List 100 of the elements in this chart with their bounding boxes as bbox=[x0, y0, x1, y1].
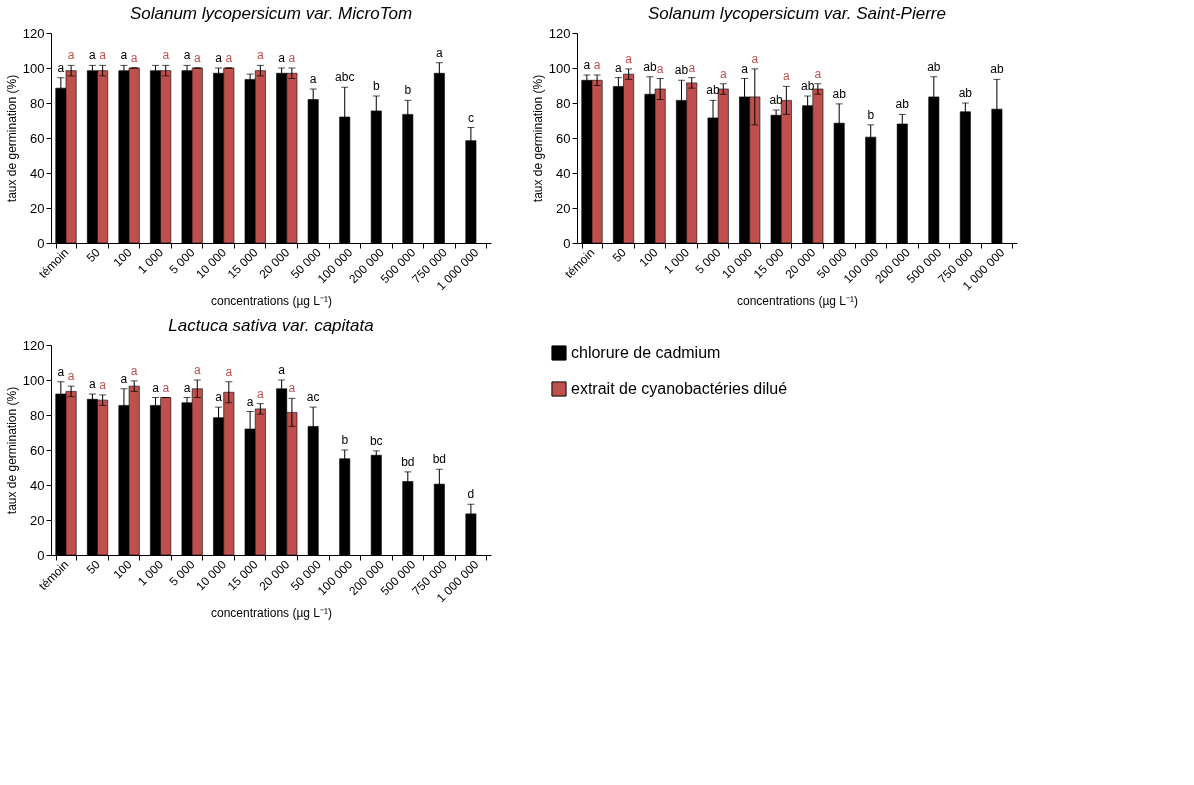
y-tick-label: 20 bbox=[30, 512, 45, 528]
data-label: a bbox=[130, 363, 138, 378]
data-label: a bbox=[89, 377, 97, 391]
y-tick-label: 40 bbox=[30, 477, 45, 493]
data-label: a bbox=[688, 60, 696, 75]
data-label: ab bbox=[832, 86, 847, 101]
data-label: a bbox=[183, 380, 191, 395]
data-label: ab bbox=[927, 59, 941, 74]
data-label: a bbox=[99, 48, 107, 63]
data-label: a bbox=[741, 61, 749, 76]
data-label: abc bbox=[335, 70, 355, 85]
data-label: c bbox=[467, 110, 474, 125]
data-label: a bbox=[193, 363, 201, 377]
x-tick-label: 100 bbox=[110, 245, 135, 270]
x-tick-label: 1 000 bbox=[134, 245, 167, 277]
data-label: b bbox=[867, 107, 875, 122]
y-tick-label: 80 bbox=[30, 95, 45, 111]
y-tick-label: 60 bbox=[30, 130, 45, 146]
x-axis-title: concentrations (µg L⁻¹) bbox=[211, 606, 332, 621]
data-label: a bbox=[278, 363, 286, 377]
y-tick-label: 20 bbox=[556, 200, 571, 216]
data-label: bd bbox=[401, 454, 415, 469]
data-label: a bbox=[288, 381, 296, 396]
data-label: a bbox=[183, 48, 191, 63]
y-axis-title: taux de germination (%) bbox=[530, 74, 545, 203]
x-tick-label: 5 000 bbox=[166, 245, 198, 277]
data-label: a bbox=[162, 380, 170, 395]
data-label: b bbox=[341, 433, 349, 447]
x-tick-label: 1 000 bbox=[660, 245, 693, 277]
y-tick-label: 120 bbox=[22, 337, 45, 353]
y-tick-label: 40 bbox=[30, 165, 45, 181]
chart-title: Solanum lycopersicum var. Saint-Pierre bbox=[648, 4, 946, 23]
x-tick-label: 5 000 bbox=[692, 245, 724, 277]
y-tick-label: 0 bbox=[563, 235, 571, 251]
data-label: a bbox=[246, 394, 254, 409]
y-tick-label: 0 bbox=[37, 235, 45, 251]
data-label: a bbox=[656, 61, 664, 76]
x-tick-label: 100 bbox=[636, 245, 661, 270]
x-tick-label: 5 000 bbox=[166, 557, 198, 589]
y-tick-label: 0 bbox=[37, 547, 45, 563]
data-label: ab bbox=[800, 79, 815, 93]
data-label: a bbox=[783, 69, 791, 84]
data-label: a bbox=[162, 48, 170, 63]
data-label: a bbox=[719, 66, 727, 81]
data-label: a bbox=[814, 66, 822, 81]
x-tick-label: 100 bbox=[110, 557, 135, 582]
data-label: a bbox=[57, 364, 65, 379]
y-axis-title: taux de germination (%) bbox=[4, 74, 19, 203]
data-label: ab bbox=[990, 62, 1004, 77]
chart-title: Lactuca sativa var. capitata bbox=[168, 316, 374, 335]
data-label: a bbox=[152, 380, 160, 395]
x-axis-title: concentrations (µg L⁻¹) bbox=[211, 294, 332, 309]
y-tick-label: 100 bbox=[22, 60, 45, 76]
data-label: a bbox=[225, 364, 233, 379]
data-label: ab bbox=[958, 86, 973, 100]
data-label: a bbox=[278, 51, 286, 65]
y-tick-label: 60 bbox=[556, 130, 571, 146]
data-label: a bbox=[288, 51, 296, 65]
data-label: a bbox=[257, 386, 265, 401]
data-label: a bbox=[593, 58, 601, 72]
data-label: ab bbox=[674, 63, 689, 78]
y-tick-label: 100 bbox=[22, 372, 45, 388]
data-label: a bbox=[89, 48, 97, 63]
data-label: a bbox=[436, 45, 444, 60]
data-label: d bbox=[467, 487, 475, 502]
y-tick-label: 80 bbox=[556, 95, 571, 111]
data-label: ab bbox=[769, 93, 784, 107]
y-tick-label: 60 bbox=[30, 442, 45, 458]
data-label: a bbox=[57, 60, 65, 75]
x-tick-label: 1 000 bbox=[134, 557, 167, 589]
data-label: ab bbox=[643, 59, 657, 74]
data-label: a bbox=[99, 377, 107, 392]
y-tick-label: 40 bbox=[556, 165, 571, 181]
y-tick-label: 120 bbox=[22, 25, 45, 41]
y-tick-label: 20 bbox=[30, 200, 45, 216]
legend-label: extrait de cyanobactéries dilué bbox=[571, 380, 788, 397]
data-label: a bbox=[120, 371, 128, 386]
data-label: a bbox=[120, 48, 128, 63]
data-label: a bbox=[193, 51, 201, 65]
data-label: a bbox=[257, 48, 265, 63]
y-tick-label: 120 bbox=[548, 25, 571, 41]
data-label: b bbox=[372, 79, 380, 93]
data-label: ac bbox=[306, 390, 320, 405]
x-tick-label: 50 bbox=[83, 557, 104, 577]
data-label: bd bbox=[432, 452, 447, 467]
data-label: a bbox=[215, 390, 223, 405]
data-label: ab bbox=[895, 97, 910, 112]
chart-title: Solanum lycopersicum var. MicroTom bbox=[129, 4, 413, 23]
data-label: a bbox=[67, 48, 75, 63]
data-label: a bbox=[625, 51, 633, 66]
x-tick-label: 50 bbox=[609, 245, 630, 265]
data-label: a bbox=[130, 51, 138, 65]
data-label: b bbox=[404, 83, 412, 98]
data-label: a bbox=[67, 369, 75, 384]
data-label: a bbox=[215, 51, 223, 65]
data-label: a bbox=[751, 51, 759, 66]
x-tick-label: 50 bbox=[83, 245, 104, 265]
data-label: a bbox=[225, 51, 233, 65]
legend-label: chlorure de cadmium bbox=[571, 344, 721, 361]
y-axis-title: taux de germination (%) bbox=[4, 386, 19, 515]
